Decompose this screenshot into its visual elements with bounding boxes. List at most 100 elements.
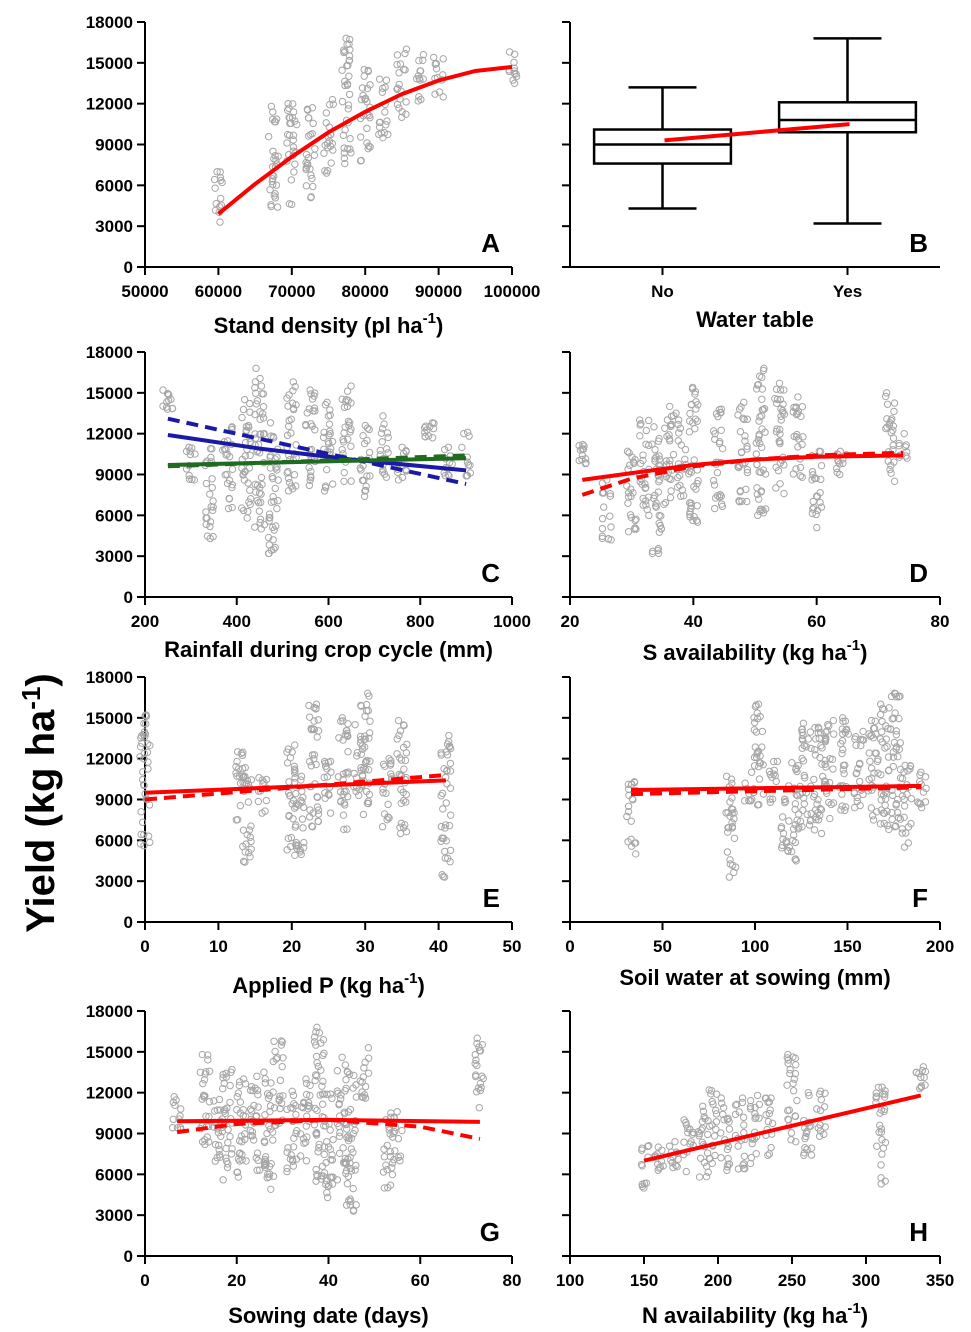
data-point	[342, 1201, 351, 1209]
data-point	[236, 1149, 244, 1157]
data-point	[851, 735, 859, 743]
data-point	[815, 447, 823, 456]
x-tick-label: 50000	[121, 282, 168, 301]
data-point	[682, 1167, 691, 1176]
data-point	[146, 741, 154, 750]
data-point	[253, 497, 261, 505]
y-tick-label: 15000	[86, 54, 133, 73]
data-point	[747, 768, 756, 776]
data-point	[854, 764, 862, 773]
data-point	[693, 518, 702, 526]
data-point	[378, 823, 387, 831]
data-point	[322, 109, 331, 117]
data-point	[884, 753, 893, 761]
data-point	[326, 429, 334, 438]
data-point	[361, 421, 370, 430]
data-point	[256, 498, 265, 507]
data-point	[839, 459, 847, 468]
y-tick-label: 12000	[86, 750, 133, 769]
data-point	[753, 1091, 762, 1100]
data-point	[323, 1090, 331, 1099]
data-point	[784, 1059, 792, 1068]
data-point	[758, 385, 767, 393]
data-point	[672, 409, 680, 417]
data-point	[660, 500, 668, 509]
data-point	[380, 420, 388, 428]
data-point	[216, 218, 224, 226]
data-point	[168, 1124, 177, 1132]
data-point	[717, 1129, 725, 1137]
data-point	[789, 470, 798, 478]
data-point	[379, 412, 387, 420]
data-point	[630, 778, 639, 786]
data-point	[901, 443, 910, 451]
data-point	[227, 1150, 236, 1158]
data-point	[224, 1138, 232, 1147]
data-point	[341, 47, 349, 56]
data-point	[336, 788, 345, 796]
data-point	[347, 1145, 356, 1153]
data-point	[343, 825, 351, 833]
data-point	[881, 1090, 889, 1098]
data-point	[872, 1094, 880, 1102]
data-point	[814, 723, 823, 732]
data-point	[290, 168, 298, 176]
data-point	[302, 182, 311, 190]
data-point	[260, 778, 268, 787]
data-point	[257, 473, 266, 482]
data-point	[726, 856, 734, 864]
data-point	[884, 724, 892, 733]
data-point	[266, 1102, 275, 1110]
data-point	[692, 398, 700, 406]
y-tick-label: 3000	[95, 547, 133, 566]
data-point	[772, 777, 780, 786]
data-point	[399, 824, 408, 832]
data-point	[347, 425, 355, 434]
data-point	[269, 147, 277, 156]
data-point	[343, 726, 351, 735]
data-point	[228, 465, 237, 473]
data-point	[256, 374, 264, 383]
x-tick-label: 10	[209, 937, 228, 956]
data-point	[720, 1116, 728, 1124]
data-point	[394, 716, 403, 725]
data-point	[604, 535, 613, 543]
data-point	[213, 168, 221, 176]
data-point	[579, 440, 587, 449]
x-tick-label: 1000	[493, 612, 531, 631]
data-point	[233, 757, 241, 766]
data-point	[196, 1068, 205, 1077]
data-point	[245, 849, 253, 857]
data-point	[253, 397, 262, 405]
data-point	[247, 837, 255, 846]
data-point	[353, 748, 362, 757]
data-point	[323, 1193, 332, 1202]
data-point	[319, 1100, 327, 1108]
data-point	[246, 1086, 255, 1095]
data-point	[238, 504, 246, 512]
data-point	[215, 1095, 224, 1104]
data-point	[283, 1164, 291, 1172]
data-point	[266, 452, 275, 460]
data-point	[509, 76, 517, 84]
y-tick-label: 0	[124, 258, 133, 277]
data-point	[380, 129, 389, 137]
data-point	[310, 392, 318, 400]
data-point	[323, 773, 332, 781]
data-point	[335, 1149, 344, 1158]
data-point	[364, 67, 372, 76]
data-point	[319, 433, 328, 442]
data-point	[759, 761, 767, 769]
data-point	[770, 766, 778, 775]
data-point	[359, 1073, 368, 1081]
data-point	[438, 870, 446, 879]
data-point	[339, 131, 348, 140]
data-point	[768, 1119, 777, 1128]
data-point	[700, 1158, 709, 1167]
data-point	[821, 1089, 829, 1097]
data-point	[785, 817, 793, 825]
data-point	[850, 789, 859, 798]
data-point	[289, 136, 297, 144]
data-point	[356, 133, 365, 141]
data-point	[424, 432, 433, 440]
